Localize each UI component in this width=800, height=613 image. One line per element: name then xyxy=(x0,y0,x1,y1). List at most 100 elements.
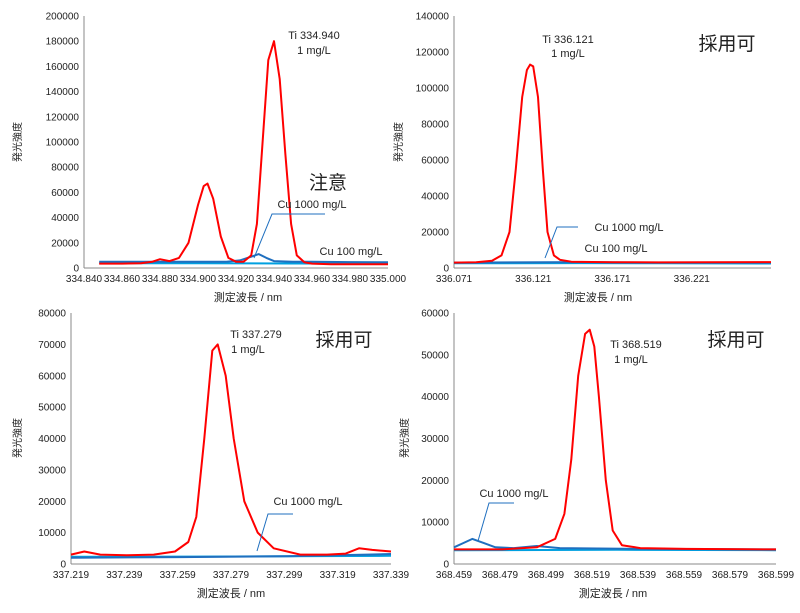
panel-1: 0200004000060000800001000001200001400001… xyxy=(11,12,407,305)
callout-line-cu1000 xyxy=(478,503,514,541)
y-tick-label: 40000 xyxy=(421,192,449,203)
series-line xyxy=(454,539,776,550)
status-label: 採用可 xyxy=(315,329,372,351)
x-tick-label: 335.000 xyxy=(370,274,407,285)
callout-label-cu100: Cu 100 mg/L xyxy=(585,243,648,255)
x-tick-label: 368.459 xyxy=(436,570,473,581)
x-tick-label: 334.920 xyxy=(218,274,255,285)
y-tick-label: 0 xyxy=(73,264,79,275)
x-tick-label: 334.880 xyxy=(142,274,179,285)
peak-label-line2: 1 mg/L xyxy=(297,45,331,57)
callout-label-cu1000: Cu 1000 mg/L xyxy=(273,496,342,508)
callout-line-cu1000 xyxy=(257,514,293,551)
y-tick-label: 120000 xyxy=(416,48,450,59)
x-tick-label: 337.259 xyxy=(160,570,197,581)
y-tick-label: 60000 xyxy=(421,156,449,167)
peak-label-line1: Ti 334.940 xyxy=(288,30,340,42)
x-tick-label: 337.299 xyxy=(266,570,303,581)
y-tick-label: 200000 xyxy=(46,12,80,23)
x-tick-label: 337.319 xyxy=(320,570,357,581)
y-tick-label: 30000 xyxy=(38,465,66,476)
status-label: 採用可 xyxy=(707,329,764,351)
callout-line-cu1000 xyxy=(254,214,325,258)
x-tick-label: 368.579 xyxy=(712,570,749,581)
y-tick-label: 40000 xyxy=(38,434,66,445)
callout-label-cu1000: Cu 1000 mg/L xyxy=(479,488,548,500)
y-tick-label: 10000 xyxy=(38,528,66,539)
y-tick-label: 80000 xyxy=(38,309,66,320)
y-tick-label: 100000 xyxy=(416,84,450,95)
y-tick-label: 20000 xyxy=(421,228,449,239)
y-tick-label: 20000 xyxy=(38,497,66,508)
y-tick-label: 40000 xyxy=(51,213,79,224)
y-tick-labels: 0 20000 40000 60000 80000 100000 120000 140000 xyxy=(416,12,450,275)
y-tick-label: 0 xyxy=(60,560,66,571)
y-tick-label: 30000 xyxy=(421,434,449,445)
x-tick-label: 334.940 xyxy=(256,274,293,285)
y-tick-label: 100000 xyxy=(46,138,80,149)
x-tick-label: 334.960 xyxy=(294,274,331,285)
x-axis-title: 測定波長 / nm xyxy=(214,290,282,304)
y-tick-label: 20000 xyxy=(421,476,449,487)
x-axis-title: 測定波長 / nm xyxy=(579,586,647,600)
peak-label-line1: Ti 336.121 xyxy=(542,34,594,46)
peak-label-line1: Ti 368.519 xyxy=(610,339,662,351)
x-tick-labels: 368.459 368.479 368.499 368.519 368.539 368.5… xyxy=(436,570,795,581)
peak-label-line2: 1 mg/L xyxy=(614,354,648,366)
x-axis-title: 測定波長 / nm xyxy=(564,290,632,304)
y-tick-label: 60000 xyxy=(38,371,66,382)
y-tick-label: 70000 xyxy=(38,340,66,351)
y-tick-label: 0 xyxy=(443,264,449,275)
x-tick-label: 368.519 xyxy=(574,570,611,581)
x-tick-label: 336.221 xyxy=(674,274,711,285)
x-tick-label: 368.479 xyxy=(482,570,519,581)
y-tick-label: 20000 xyxy=(51,238,79,249)
x-tick-label: 334.840 xyxy=(66,274,103,285)
y-tick-label: 60000 xyxy=(421,309,449,320)
x-tick-label: 368.559 xyxy=(666,570,703,581)
y-tick-label: 140000 xyxy=(416,12,450,23)
panel-2: 020000400006000080000100000120000140000 … xyxy=(392,12,771,305)
status-label: 採用可 xyxy=(698,33,755,55)
x-tick-label: 368.539 xyxy=(620,570,657,581)
x-tick-label: 368.599 xyxy=(758,570,795,581)
x-axis-title: 測定波長 / nm xyxy=(197,586,265,600)
y-tick-label: 80000 xyxy=(51,163,79,174)
y-tick-labels: 0200004000060000800001000001200001400001… xyxy=(46,12,80,275)
peak-label-line1: Ti 337.279 xyxy=(230,329,282,341)
panel-3: 0 10000 20000 30000 40000 50000 60000 70000 8000… xyxy=(11,309,410,601)
y-tick-label: 40000 xyxy=(421,392,449,403)
y-tick-labels: 0 10000 20000 30000 40000 50000 60000 70000 8000… xyxy=(38,309,66,571)
peak-label-line2: 1 mg/L xyxy=(551,48,585,60)
x-tick-label: 334.980 xyxy=(332,274,369,285)
series-line xyxy=(71,344,391,555)
series-line xyxy=(99,41,388,264)
x-tick-label: 368.499 xyxy=(528,570,565,581)
y-tick-label: 0 xyxy=(443,560,449,571)
y-tick-label: 140000 xyxy=(46,87,80,98)
x-tick-label: 337.279 xyxy=(213,570,250,581)
x-tick-label: 337.219 xyxy=(53,570,90,581)
y-axis-title: 発光強度 xyxy=(398,418,411,458)
x-tick-label: 337.339 xyxy=(373,570,410,581)
y-tick-label: 10000 xyxy=(421,518,449,529)
y-axis-title: 発光強度 xyxy=(11,122,24,162)
callout-label-cu100: Cu 100 mg/L xyxy=(320,246,383,258)
x-tick-label: 336.121 xyxy=(515,274,552,285)
status-label: 注意 xyxy=(309,172,347,194)
y-tick-label: 160000 xyxy=(46,62,80,73)
callout-label-cu1000: Cu 1000 mg/L xyxy=(594,222,663,234)
x-tick-label: 334.900 xyxy=(180,274,217,285)
x-tick-label: 336.171 xyxy=(594,274,631,285)
y-tick-label: 60000 xyxy=(51,188,79,199)
y-tick-label: 50000 xyxy=(38,403,66,414)
peak-label-line2: 1 mg/L xyxy=(231,344,265,356)
series-lines xyxy=(99,41,388,264)
y-tick-label: 80000 xyxy=(421,120,449,131)
